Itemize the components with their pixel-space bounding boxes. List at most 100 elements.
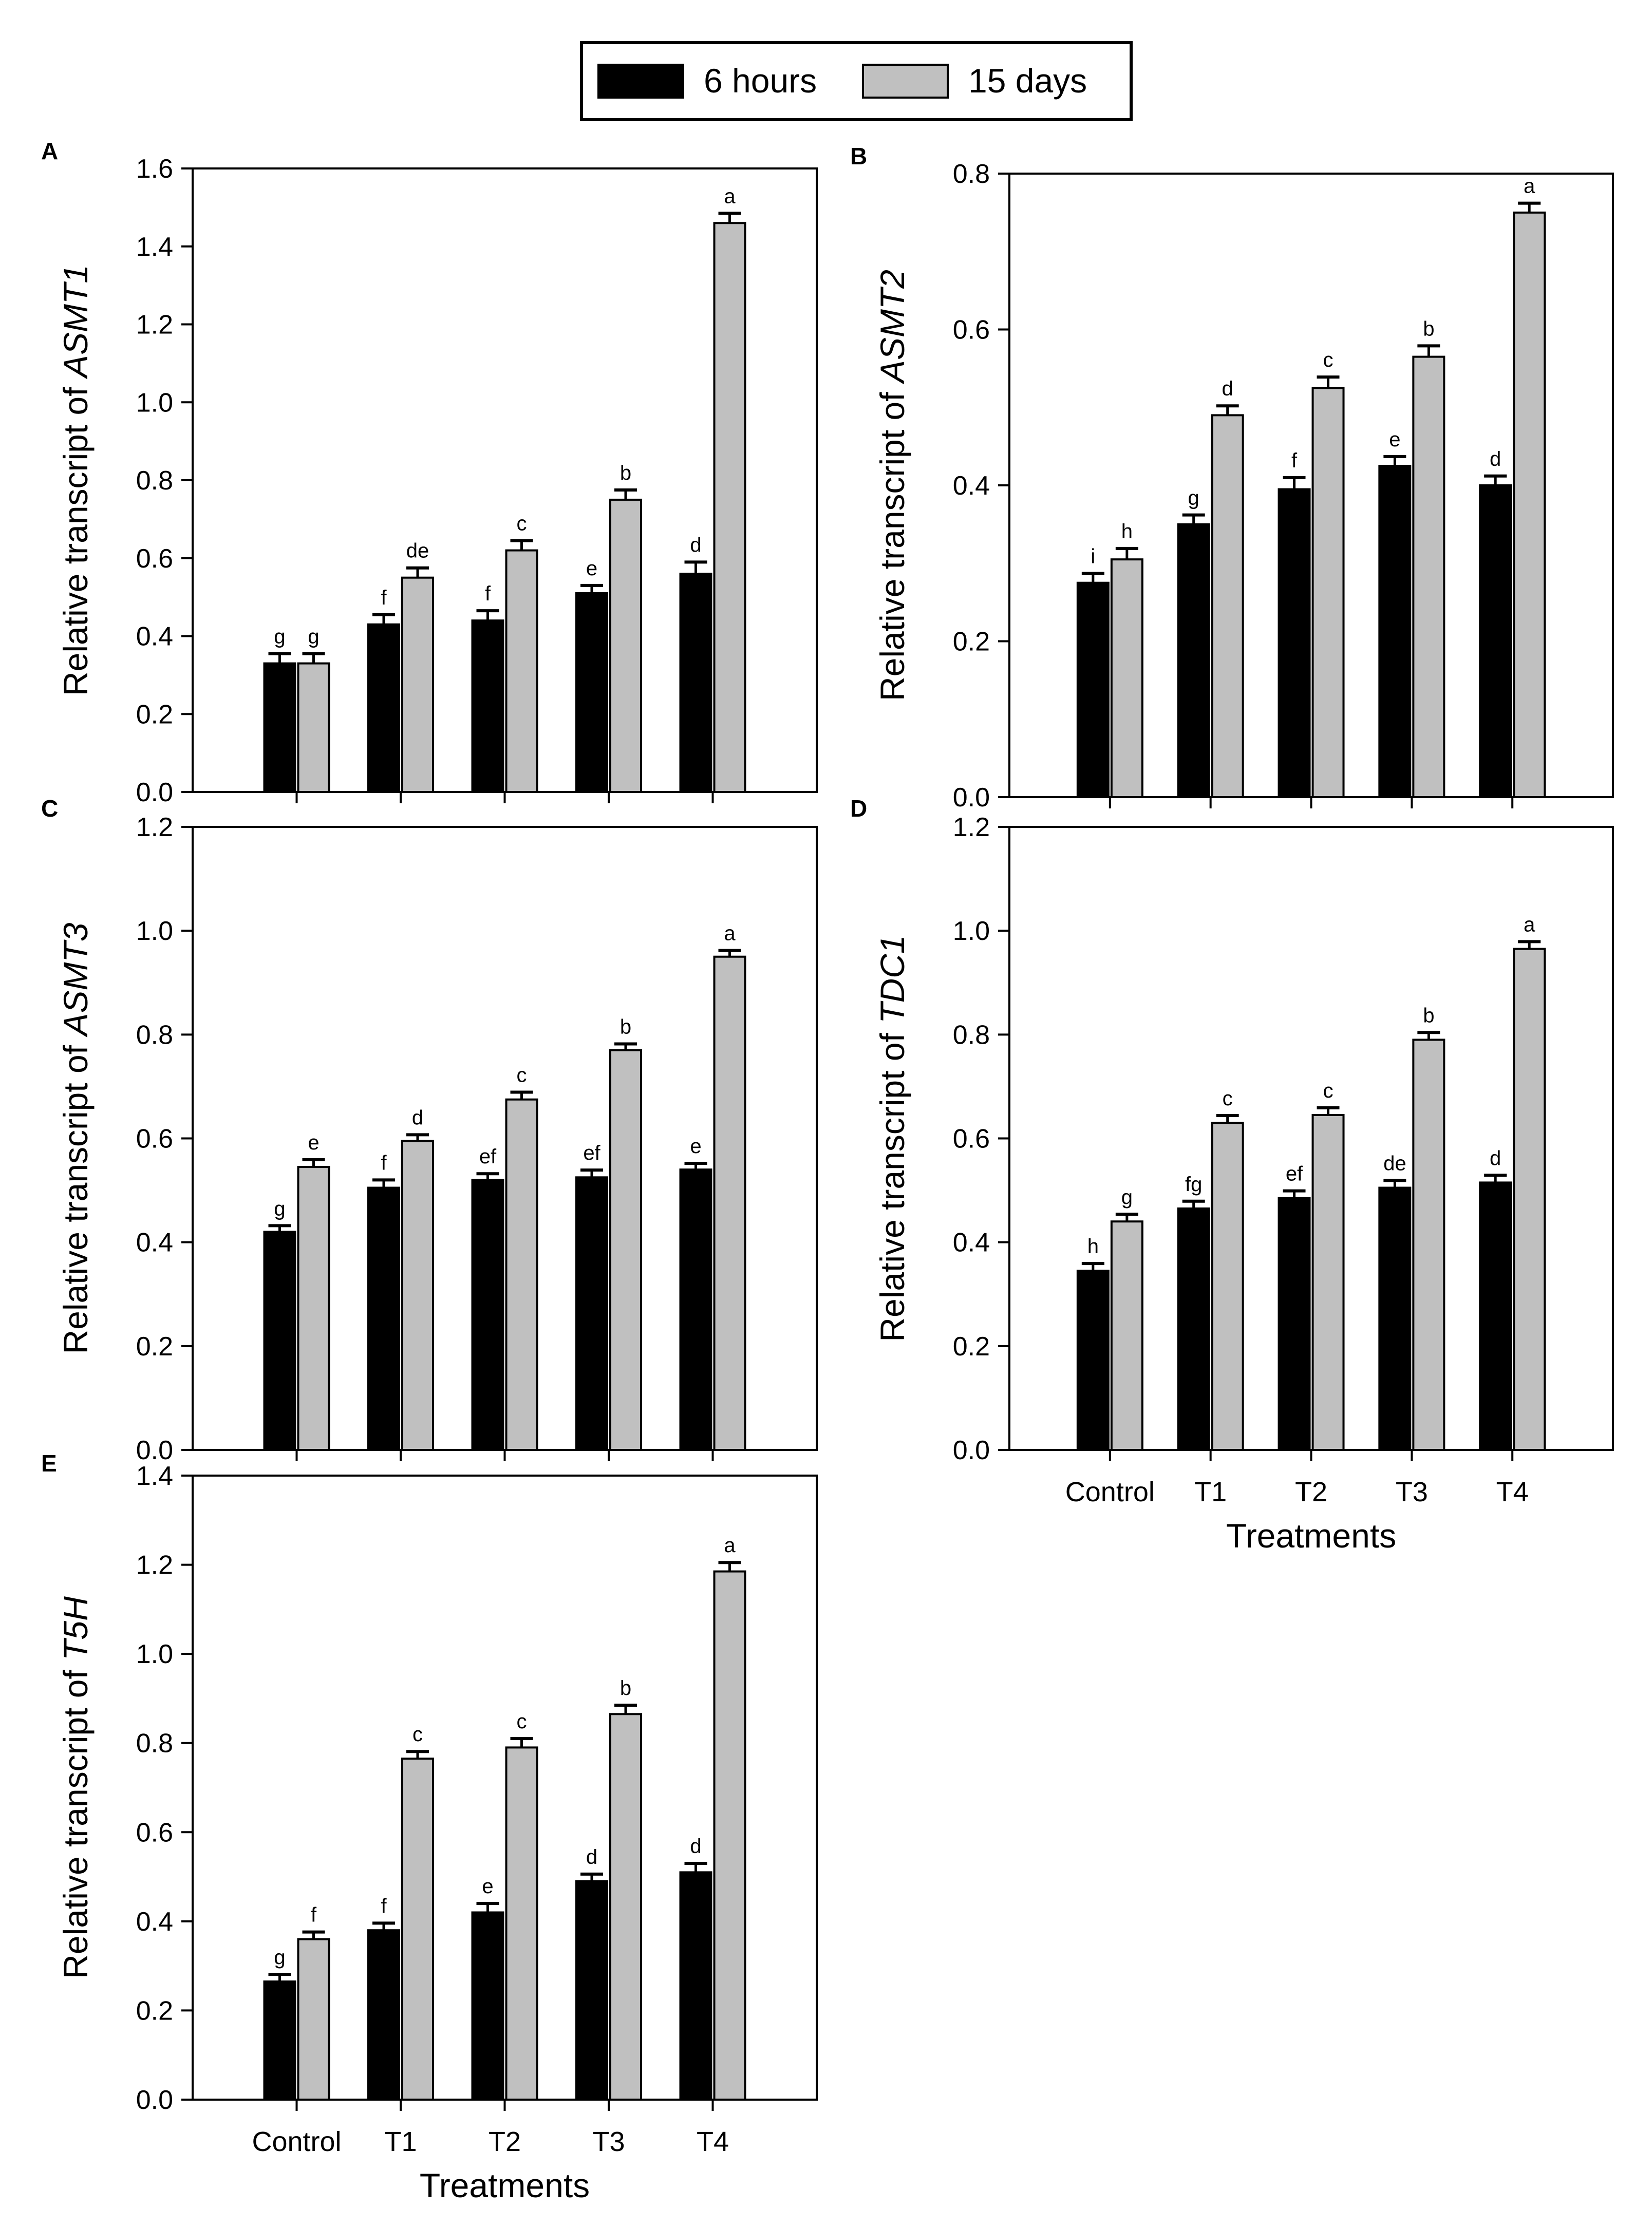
significance-letter: b xyxy=(620,462,631,484)
significance-letter: g xyxy=(308,626,319,648)
bar-6h xyxy=(575,1176,608,1451)
y-axis-title: Relative transcript of ASMT2 xyxy=(873,270,911,701)
bar-6h xyxy=(1479,1181,1512,1451)
bar-6h xyxy=(679,1871,712,2101)
y-tick-label: 1.6 xyxy=(136,154,173,184)
bar-6h xyxy=(1177,523,1210,798)
y-axis-title-gene: ASMT2 xyxy=(873,270,911,385)
bar-15d xyxy=(297,662,330,794)
y-tick-label: 1.4 xyxy=(136,232,173,262)
y-tick-label: 0.2 xyxy=(953,1332,990,1362)
significance-letter: a xyxy=(724,185,736,207)
bar-15d xyxy=(505,549,538,793)
y-tick-label: 0.6 xyxy=(953,1124,990,1154)
y-tick-label: 1.0 xyxy=(136,916,173,946)
significance-letter: e xyxy=(586,557,597,580)
x-tick-label: Control xyxy=(252,2126,341,2157)
significance-letter: b xyxy=(1423,317,1434,340)
bar-6h xyxy=(1378,1186,1412,1451)
y-tick-label: 1.0 xyxy=(953,916,990,946)
y-tick-label: 0.8 xyxy=(136,1020,173,1050)
y-tick-label: 0.4 xyxy=(953,1228,990,1258)
significance-letter: c xyxy=(412,1723,423,1746)
y-tick-label: 0.6 xyxy=(136,1818,173,1847)
bar-6h xyxy=(679,573,712,793)
x-axis-title: Treatments xyxy=(1226,1517,1396,1555)
bar-15d xyxy=(297,1166,330,1451)
significance-letter: g xyxy=(1121,1186,1133,1209)
bar-15d xyxy=(713,955,746,1451)
y-axis-title-prefix: Relative transcript of xyxy=(57,1660,95,1979)
bar-6h xyxy=(1076,1270,1110,1451)
significance-letter: g xyxy=(1188,487,1199,509)
legend-label-15d: 15 days xyxy=(968,62,1087,100)
significance-letter: c xyxy=(1323,349,1334,371)
x-tick-label: T3 xyxy=(592,2126,625,2157)
significance-letter: de xyxy=(406,540,429,562)
bar-6h xyxy=(1278,1197,1311,1451)
y-tick-label: 0.0 xyxy=(136,778,173,807)
significance-letter: ef xyxy=(1286,1163,1303,1185)
y-tick-label: 0.0 xyxy=(953,1436,990,1465)
x-tick-label: T4 xyxy=(697,2126,729,2157)
x-tick-label: T3 xyxy=(1396,1477,1428,1507)
significance-letter: ef xyxy=(583,1142,600,1164)
bar-6h xyxy=(263,1231,296,1451)
significance-letter: f xyxy=(485,582,491,605)
y-tick-label: 0.6 xyxy=(136,544,173,574)
significance-letter: d xyxy=(586,1846,597,1869)
significance-letter: f xyxy=(311,1904,317,1927)
x-tick-label: T1 xyxy=(384,2126,417,2157)
bar-6h xyxy=(679,1168,712,1451)
y-tick-label: 0.6 xyxy=(136,1124,173,1154)
significance-letter: d xyxy=(1222,378,1233,400)
bar-15d xyxy=(609,1049,642,1451)
chart-panel-d: D 0.0 0.2 0.4 0.6 0.8 1.0 1.2 Relative transcrip… xyxy=(850,795,1614,1555)
significance-letter: e xyxy=(308,1131,319,1154)
y-axis-title: Relative transcript of ASMT3 xyxy=(57,922,95,1354)
bar-6h xyxy=(575,592,608,793)
significance-letter: d xyxy=(690,534,701,556)
significance-letter: d xyxy=(690,1835,701,1858)
bar-15d xyxy=(609,498,642,793)
bar-6h xyxy=(1076,581,1110,798)
bar-15d xyxy=(1412,355,1446,798)
bar-15d xyxy=(401,1140,434,1451)
significance-letter: a xyxy=(724,922,736,945)
y-axis-title-gene: T5H xyxy=(57,1596,95,1660)
bar-15d xyxy=(401,1758,434,2101)
y-tick-label: 0.2 xyxy=(136,1996,173,2026)
y-tick-label: 0.8 xyxy=(953,1020,990,1050)
bar-6h xyxy=(471,1911,504,2101)
bar-6h xyxy=(367,1929,400,2101)
bar-15d xyxy=(1110,558,1143,798)
bar-6h xyxy=(471,1179,504,1451)
legend: 6 hours 15 days xyxy=(580,41,1133,121)
bar-6h xyxy=(367,623,400,794)
panel-letter: B xyxy=(850,143,867,169)
significance-letter: c xyxy=(517,513,527,535)
y-tick-label: 1.2 xyxy=(136,813,173,842)
x-tick-label: Control xyxy=(1065,1477,1155,1507)
significance-letter: g xyxy=(274,1946,285,1969)
significance-letter: f xyxy=(381,1152,387,1174)
significance-letter: d xyxy=(1490,448,1501,470)
chart-panel-b: B 0.0 0.2 0.4 0.6 0.8 Relative transcript of A… xyxy=(850,143,1614,813)
significance-letter: a xyxy=(724,1534,736,1557)
x-tick-label: T2 xyxy=(489,2126,521,2157)
significance-letter: a xyxy=(1524,913,1535,936)
panel-letter: A xyxy=(41,138,58,164)
bar-15d xyxy=(1110,1220,1143,1451)
y-tick-label: 0.0 xyxy=(136,1436,173,1465)
significance-letter: e xyxy=(1389,428,1400,451)
significance-letter: c xyxy=(517,1710,527,1733)
y-tick-label: 1.0 xyxy=(136,1639,173,1669)
significance-letter: c xyxy=(1323,1080,1334,1102)
bar-15d xyxy=(401,576,434,793)
bar-15d xyxy=(1513,948,1546,1451)
significance-letter: h xyxy=(1121,520,1133,543)
y-tick-label: 0.2 xyxy=(136,700,173,729)
significance-letter: ef xyxy=(479,1145,497,1168)
significance-letter: h xyxy=(1087,1235,1099,1258)
y-tick-label: 1.2 xyxy=(136,1551,173,1580)
